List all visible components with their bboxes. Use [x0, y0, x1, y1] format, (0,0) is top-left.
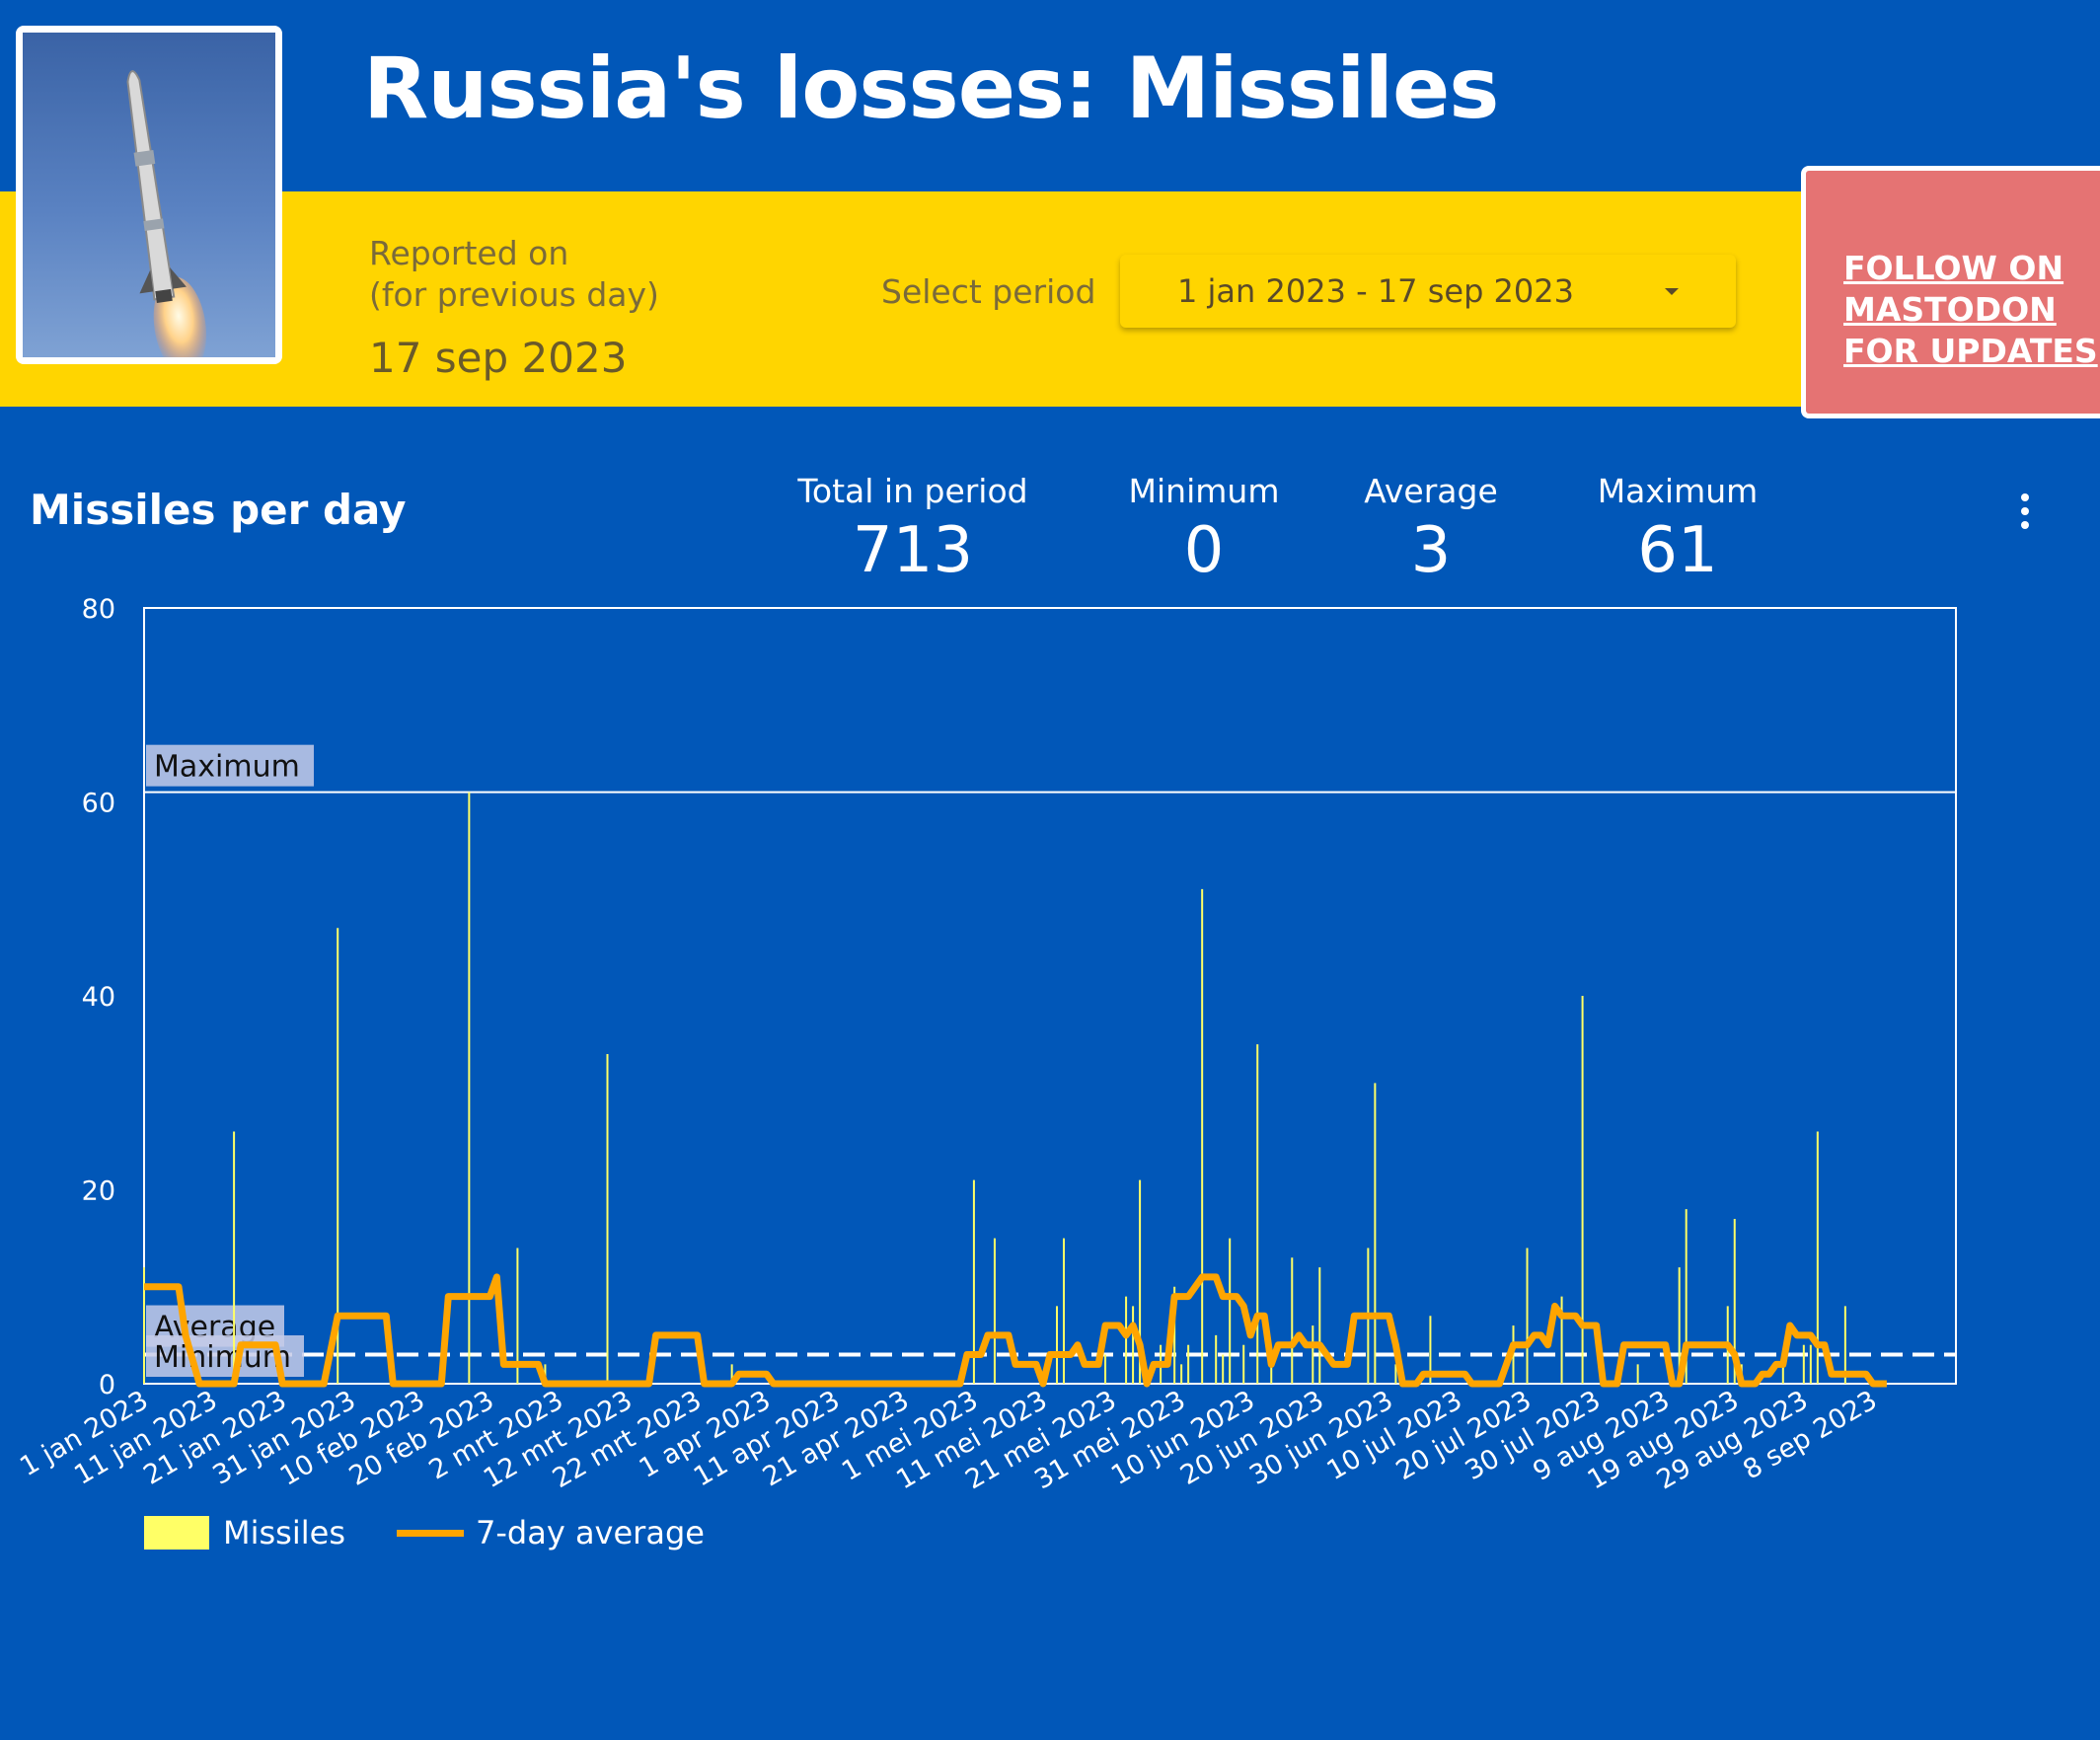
- plot-frame: [143, 607, 1957, 1385]
- follow-mastodon-link[interactable]: FOLLOW ON MASTODON FOR UPDATES: [1843, 249, 2098, 370]
- stat-total-label: Total in period: [797, 472, 1028, 510]
- stat-minimum-label: Minimum: [1128, 472, 1280, 510]
- reference-label: Maximum: [154, 750, 300, 785]
- reported-date: 17 sep 2023: [369, 334, 628, 382]
- dropdown-arrow-icon: [1665, 288, 1679, 295]
- page-title: Russia's losses: Missiles: [363, 39, 1499, 138]
- stat-minimum: Minimum 0: [1125, 472, 1283, 587]
- stat-total: Total in period 713: [794, 472, 1031, 587]
- follow-mastodon-box: FOLLOW ON MASTODON FOR UPDATES: [1801, 166, 2100, 418]
- stat-maximum-value: 61: [1637, 514, 1718, 587]
- period-dropdown-value: 1 jan 2023 - 17 sep 2023: [1177, 272, 1574, 310]
- legend-line-swatch: [397, 1530, 464, 1537]
- stat-maximum-label: Maximum: [1597, 472, 1759, 510]
- stat-average: Average 3: [1362, 472, 1500, 587]
- y-tick-label: 40: [82, 982, 115, 1013]
- y-tick-label: 0: [99, 1370, 115, 1400]
- reference-label-box: [146, 744, 314, 787]
- more-options-icon[interactable]: [2015, 493, 2035, 537]
- stat-maximum: Maximum 61: [1589, 472, 1766, 587]
- chart-section-title: Missiles per day: [30, 486, 407, 534]
- average-line: [144, 1273, 1887, 1388]
- legend-bars-label: Missiles: [223, 1514, 345, 1551]
- reported-label-line2: (for previous day): [369, 275, 659, 314]
- stat-average-label: Average: [1364, 472, 1498, 510]
- stat-minimum-value: 0: [1183, 514, 1225, 587]
- header-band: [0, 191, 2100, 407]
- missile-image: [23, 33, 275, 357]
- select-period-label: Select period: [881, 272, 1096, 311]
- missile-icon: [126, 70, 207, 357]
- legend-line-label: 7-day average: [476, 1514, 705, 1551]
- missile-thumbnail: [16, 26, 282, 364]
- reported-label: Reported on (for previous day): [369, 233, 659, 316]
- y-tick-label: 60: [82, 789, 115, 819]
- y-tick-label: 20: [82, 1176, 115, 1207]
- legend-bars-swatch: [144, 1516, 209, 1550]
- stat-total-value: 713: [852, 514, 974, 587]
- reported-label-line1: Reported on: [369, 234, 569, 272]
- period-dropdown[interactable]: 1 jan 2023 - 17 sep 2023: [1120, 255, 1736, 328]
- y-tick-label: 80: [82, 594, 115, 625]
- stat-average-value: 3: [1410, 514, 1452, 587]
